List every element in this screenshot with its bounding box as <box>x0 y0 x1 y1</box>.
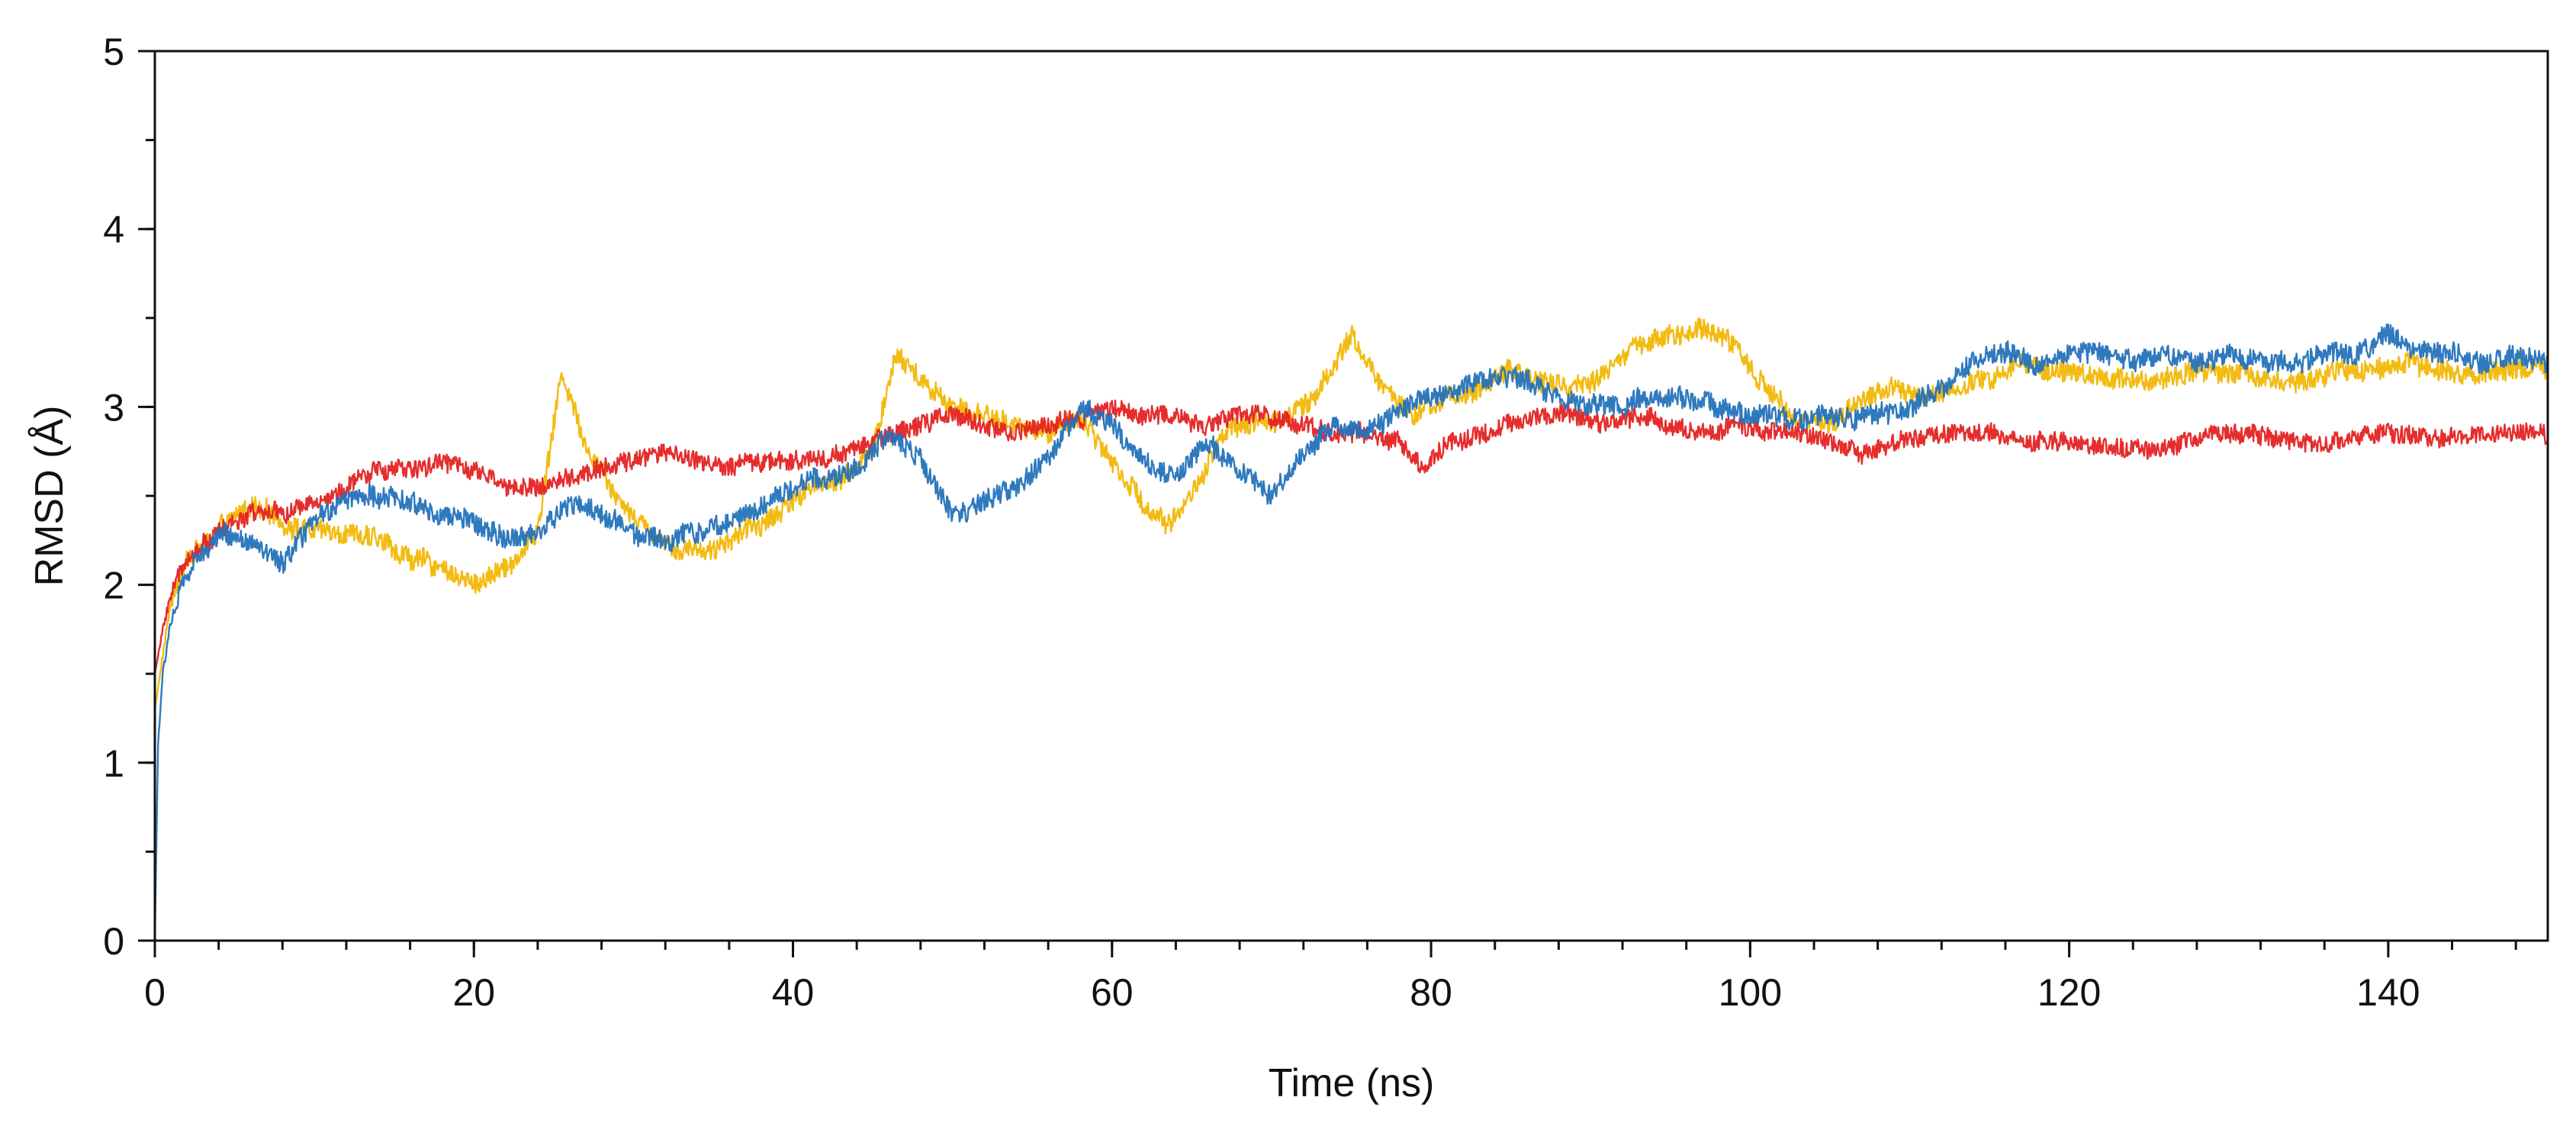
x-tick-label: 0 <box>144 971 166 1014</box>
y-axis-title: RMSD (Å) <box>27 406 72 587</box>
x-tick-label: 20 <box>452 971 495 1014</box>
y-tick-label: 4 <box>103 208 124 251</box>
series-line-yellow <box>153 317 2549 709</box>
y-tick-label: 2 <box>103 565 124 607</box>
y-tick-label: 0 <box>103 920 124 963</box>
x-tick-label: 100 <box>1719 971 1782 1014</box>
y-axis: 0 1 2 3 4 5 <box>103 31 155 963</box>
x-tick-label: 140 <box>2356 971 2420 1014</box>
y-tick-label: 3 <box>103 386 124 429</box>
x-tick-label: 60 <box>1091 971 1134 1014</box>
x-tick-label: 80 <box>1410 971 1452 1014</box>
x-tick-label: 40 <box>772 971 815 1014</box>
x-axis: 0 20 40 60 80 100 120 140 <box>144 941 2517 1014</box>
y-tick-label: 5 <box>103 31 124 73</box>
series-line-blue <box>153 323 2549 941</box>
y-tick-label: 1 <box>103 742 124 785</box>
x-tick-label: 120 <box>2037 971 2101 1014</box>
series-layer <box>153 317 2549 941</box>
x-axis-title: Time (ns) <box>1269 1061 1435 1105</box>
